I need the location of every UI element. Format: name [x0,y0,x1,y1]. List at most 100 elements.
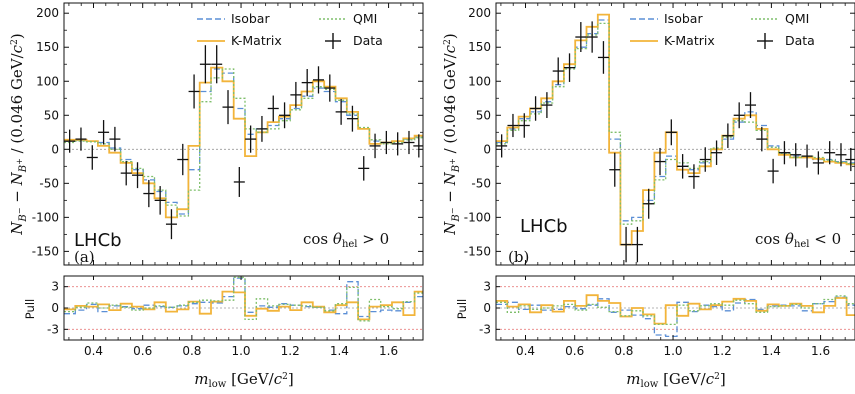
data-point-b [530,96,542,121]
pull-y-tick-label-a: 0 [51,301,59,315]
x-tick-label-a: 0.4 [84,344,103,358]
data-point-b [507,113,519,138]
data-point-a [290,81,302,108]
pull-y-tick-label-b: -3 [479,322,491,336]
x-tick-label-a: 0.6 [133,344,152,358]
x-tick-label-b: 0.6 [565,344,584,358]
data-point-b [677,154,689,179]
x-tick-label-b: 1.0 [663,344,682,358]
data-point-b [597,41,609,74]
data-point-a [109,126,121,152]
x-tick-label-a: 1.6 [379,344,398,358]
x-tick-label-b: 1.2 [713,344,732,358]
data-point-a [312,66,324,94]
y-tick-label-b: 200 [468,6,491,20]
panel-a: -150 -100 -50 0 50 100 150 200 -3 0 3 0.4 0.6 0.8 1.0 1… [8,2,424,390]
y-tick-label-b: -150 [464,244,491,258]
data-point-a [199,45,211,84]
pull-y-tick-label-a: 3 [51,280,59,294]
data-point-b [711,140,723,165]
data-point-b [688,164,700,189]
y-tick-label-a: 150 [36,40,59,54]
data-point-a [86,145,98,170]
data-point-a [324,74,336,102]
legend-kmatrix-label-b: K-Matrix [664,33,715,48]
y-tick-label-b: -50 [471,176,491,190]
pull-y-tick-label-b: 0 [483,301,491,315]
data-point-a [358,156,370,181]
y-tick-label-a: 100 [36,74,59,88]
legend-data-marker-a [325,33,341,49]
data-point-b [643,188,655,219]
x-tick-label-b: 0.4 [516,344,535,358]
y-axis-title-a: NB− − NB+ / (0.046 GeV/c2) [8,33,29,235]
data-point-a [165,209,177,240]
y-tick-label-b: 150 [468,40,491,54]
data-point-b [744,92,756,119]
data-point-b [812,151,824,175]
axes-b: -150 -100 -50 0 50 100 150 200 -3 0 3 0.4 0.6 0.8 1.0 1… [464,2,855,358]
selection-annotation-b: cos θhel < 0 [755,230,841,250]
data-point-b [564,53,576,82]
data-point-b [620,226,632,263]
data-point-a [346,105,358,132]
legend-isobar-label-a: Isobar [231,11,270,26]
panel-label-b: (b) [508,248,529,266]
y-tick-label-a: 50 [44,108,59,122]
y-tick-label-b: 100 [468,74,491,88]
axes-a: -150 -100 -50 0 50 100 150 200 -3 0 3 0.4 0.6 0.8 1.0 1… [32,2,424,358]
x-axis-title-a: mlow [GeV/c2] [194,370,293,390]
data-point-b [835,143,847,167]
main-frame-a [63,2,424,266]
data-point-a [211,45,223,84]
kmatrix-model-line-a [64,66,423,219]
pull-plot-b [496,286,855,338]
data-point-b [801,144,813,168]
qmi-model-line-b [496,22,855,225]
data-point-a [267,95,279,122]
data-point-a [188,74,200,109]
data-point-a [369,133,381,159]
kmatrix-pull-line-b [496,294,855,325]
x-tick-label-a: 1.2 [281,344,300,358]
data-point-a [380,130,392,155]
data-point-b [699,147,711,172]
data-point-b [778,141,790,165]
y-tick-label-a: 0 [51,142,59,156]
data-point-b [845,147,855,172]
pull-axis-label-b: Pull [455,299,469,319]
data-point-a [222,90,234,125]
y-tick-label-a: 200 [36,6,59,20]
data-point-a [256,115,268,142]
y-tick-label-a: -50 [39,176,59,190]
y-tick-label-a: -150 [32,244,59,258]
legend-isobar-label-b: Isobar [664,11,703,26]
x-tick-label-b: 1.4 [762,344,781,358]
pull-plot-a [64,276,423,330]
data-point-b [824,141,836,165]
data-point-a [120,160,132,186]
qmi-pull-line-a [64,276,423,322]
x-tick-label-b: 0.8 [614,344,633,358]
x-tick-label-a: 1.0 [231,344,250,358]
data-point-b [631,226,643,263]
data-point-b [654,147,666,176]
data-point-a [301,69,313,97]
legend-qmi-label-a: QMI [353,11,377,26]
data-point-a [75,127,87,151]
data-point-a [245,125,257,153]
data-point-b [518,113,530,138]
legend-data-label-a: Data [353,33,383,48]
main-plot-b [496,13,855,263]
main-frame-b [495,2,855,266]
data-point-a [413,134,423,158]
data-point-a [335,98,347,125]
data-point-a [132,162,144,189]
data-point-a [279,102,291,129]
legend-kmatrix-label-a: K-Matrix [231,33,282,48]
data-point-b [722,123,734,148]
data-point-b [665,119,677,146]
data-point-a [403,130,415,155]
pull-y-tick-label-b: 3 [483,280,491,294]
